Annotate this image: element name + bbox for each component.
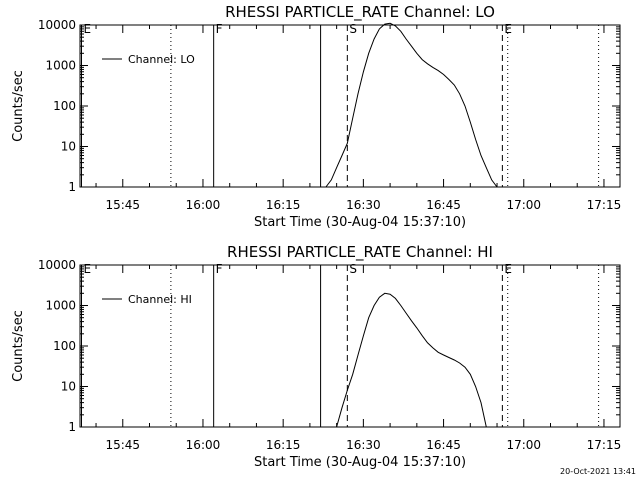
chart-panel-2: RHESSI PARTICLE_RATE Channel: HI Start Ti… [11, 243, 621, 470]
x-tick-label: 16:45 [426, 198, 461, 212]
y-tick-label: 1 [68, 420, 76, 434]
time-marker-label: E [84, 22, 92, 36]
x-tick-label: 16:30 [346, 438, 381, 452]
time-marker-label: F [216, 262, 223, 276]
y-tick-label: 1 [68, 180, 76, 194]
chart-title: RHESSI PARTICLE_RATE Channel: HI [227, 243, 493, 262]
x-tick-label: 17:00 [506, 198, 541, 212]
time-marker-label: F [216, 22, 223, 36]
chart-title: RHESSI PARTICLE_RATE Channel: LO [225, 3, 495, 22]
x-tick-label: 17:15 [587, 438, 622, 452]
x-tick-label: 15:45 [105, 438, 140, 452]
y-tick-label: 100 [53, 339, 76, 353]
x-tick-label: 17:15 [587, 198, 622, 212]
x-tick-label: 16:15 [266, 438, 301, 452]
y-tick-label: 10 [61, 380, 76, 394]
x-tick-label: 16:00 [186, 438, 221, 452]
timestamp-label: 20-Oct-2021 13:41 [560, 467, 636, 476]
series-line [336, 292, 487, 428]
x-tick-label: 17:00 [506, 438, 541, 452]
x-axis-label: Start Time (30-Aug-04 15:37:10) [254, 215, 466, 230]
y-tick-label: 1000 [45, 299, 76, 313]
chart-panel-1: RHESSI PARTICLE_RATE Channel: LO Start Ti… [11, 3, 621, 230]
x-tick-label: 16:30 [346, 198, 381, 212]
x-tick-label: 16:45 [426, 438, 461, 452]
legend-label: Channel: HI [128, 293, 192, 306]
x-tick-label: 15:45 [105, 198, 140, 212]
time-marker-label: S [349, 22, 357, 36]
legend-label: Channel: LO [128, 53, 195, 66]
x-tick-label: 16:00 [186, 198, 221, 212]
x-axis-label: Start Time (30-Aug-04 15:37:10) [254, 455, 466, 470]
plot-frame [79, 264, 621, 428]
series-line [325, 22, 498, 188]
time-marker-label: S [349, 262, 357, 276]
plot-frame [79, 24, 621, 188]
x-tick-label: 16:15 [266, 198, 301, 212]
y-tick-label: 100 [53, 99, 76, 113]
y-tick-label: 10 [61, 140, 76, 154]
y-tick-label: 10000 [38, 258, 76, 272]
y-axis-label: Counts/sec [11, 310, 26, 382]
time-marker-label: E [84, 262, 92, 276]
y-axis-label: Counts/sec [11, 70, 26, 142]
y-tick-label: 1000 [45, 59, 76, 73]
y-tick-label: 10000 [38, 18, 76, 32]
